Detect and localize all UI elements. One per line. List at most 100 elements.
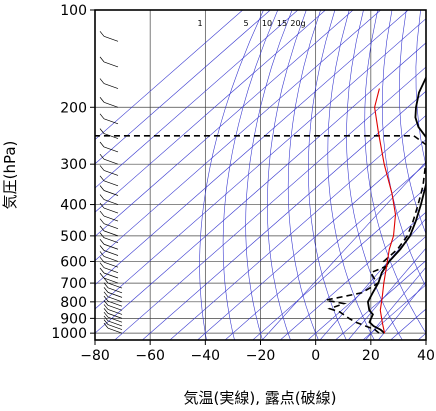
x-tick-label: −60: [135, 348, 165, 364]
wind-barb: [103, 230, 119, 237]
wind-barb-feather: [99, 251, 105, 257]
isotherm-line: [95, 10, 271, 165]
wind-barb-feather: [99, 239, 105, 245]
dry-adiabat-line: [398, 10, 426, 235]
dry-adiabat-line: [199, 10, 264, 340]
wind-barb-feather: [99, 78, 105, 84]
wind-barb-feather: [99, 256, 105, 263]
dry-adiabat-line: [267, 10, 307, 340]
wind-barb-feather: [99, 185, 105, 191]
y-tick-label: 400: [60, 198, 87, 214]
wind-barb-feather: [103, 277, 109, 284]
thermo-guide-lines: [95, 10, 426, 340]
wind-barb: [103, 101, 119, 108]
isotherm-line: [417, 332, 426, 340]
wind-barb: [107, 327, 123, 334]
isotherm-line: [95, 18, 426, 310]
wind-barb: [103, 146, 119, 153]
wind-barb-feather: [99, 232, 105, 238]
wind-barb-feather: [99, 225, 105, 232]
wind-barb: [107, 287, 123, 294]
dry-adiabat-line: [346, 10, 403, 340]
isotherm-line: [95, 10, 299, 189]
wind-barb-feather: [99, 165, 105, 171]
wind-barb-feather: [99, 128, 105, 134]
wind-barb-feather: [99, 194, 105, 200]
wind-barbs: [99, 31, 123, 334]
wind-barb: [103, 250, 119, 256]
x-tick-label: 40: [417, 348, 435, 364]
wind-barb: [103, 272, 119, 279]
dry-adiabat-line: [415, 10, 426, 167]
wind-barb-feather: [103, 291, 109, 298]
wind-barb-feather: [103, 322, 109, 329]
wind-barb-feather: [99, 245, 105, 251]
isotherm-line: [169, 115, 426, 340]
wind-barb: [103, 215, 119, 222]
wind-barb-feather: [99, 153, 105, 160]
y-tick-label: 200: [60, 100, 87, 116]
wind-barb: [107, 324, 123, 330]
x-axis-title: 気温(実線), 露点(破線): [184, 389, 337, 407]
mixing-ratio-label: 15: [277, 19, 287, 28]
y-tick-label: 1000: [51, 326, 87, 342]
y-tick-label: 600: [60, 254, 87, 270]
wind-barb: [107, 282, 123, 289]
wind-barb: [103, 35, 119, 42]
y-tick-label: 100: [60, 3, 87, 19]
isotherm-line: [95, 42, 426, 334]
wind-barb-feather: [103, 319, 109, 325]
wind-barb: [107, 300, 123, 307]
dry-adiabat-line: [287, 10, 321, 340]
wind-barb: [103, 118, 119, 125]
mixing-ratio-label: 1: [197, 19, 202, 28]
wind-barb-feather: [99, 113, 105, 120]
wind-barb-feather: [103, 304, 109, 310]
isotherm-line: [95, 10, 409, 286]
wind-barb: [107, 292, 123, 298]
y-tick-label: 500: [60, 229, 87, 245]
wind-barb-feather: [103, 287, 109, 293]
wind-barb-feather: [99, 141, 105, 148]
isotherm-line: [224, 163, 426, 340]
mixing-ratio-line: [378, 281, 426, 340]
isotherm-line: [280, 211, 426, 340]
mixing-ratio-label: 20g: [290, 19, 305, 28]
isotherm-line: [335, 260, 426, 340]
wind-barb: [103, 133, 119, 139]
wind-barb: [103, 199, 119, 205]
wind-barb-feather: [99, 262, 105, 268]
isotherm-line: [252, 187, 426, 340]
y-axis-title: 気圧(hPa): [1, 141, 19, 210]
wind-barb: [107, 320, 123, 327]
isotherm-line: [197, 139, 426, 340]
wind-barb: [107, 296, 123, 303]
wind-barb: [103, 207, 119, 214]
y-tick-label: 800: [60, 295, 87, 311]
isotherm-line: [307, 235, 426, 340]
wind-barb-feather: [99, 218, 105, 224]
wind-barb-feather: [99, 272, 105, 279]
grid-lines: [94, 9, 427, 340]
wind-barb: [103, 170, 119, 176]
wind-barb-feather: [103, 300, 109, 306]
wind-barb-feather: [99, 175, 105, 182]
wind-barb: [103, 243, 119, 250]
isotherm-line: [114, 66, 426, 340]
x-tick-label: −40: [191, 348, 221, 364]
wind-barb: [103, 256, 119, 262]
dry-adiabat-line: [327, 10, 375, 340]
dry-adiabat-line: [308, 10, 347, 340]
wind-barb: [103, 190, 119, 196]
wind-barb: [103, 261, 119, 268]
isotherm-line: [95, 10, 326, 213]
wind-barb-feather: [99, 202, 105, 209]
x-tick-label: 20: [362, 348, 380, 364]
isotherm-line: [95, 10, 381, 261]
dry-adiabat-line: [222, 10, 279, 340]
dry-adiabat-line: [245, 10, 293, 340]
wind-barb: [107, 309, 123, 315]
mixing-ratio-line: [347, 247, 426, 340]
